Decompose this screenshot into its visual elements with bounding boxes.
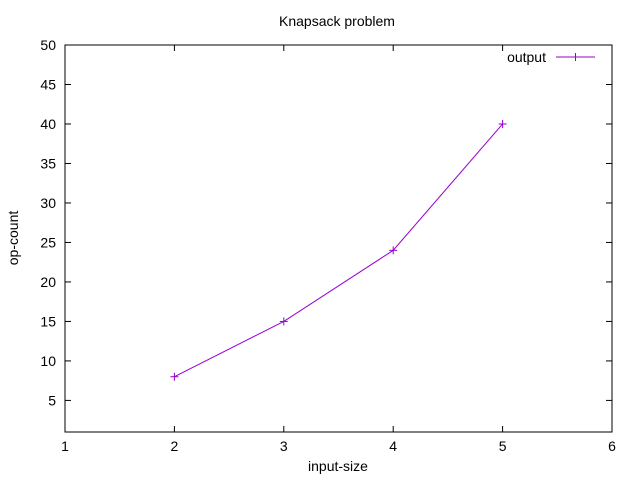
data-point-marker bbox=[170, 372, 179, 381]
series-line bbox=[174, 123, 503, 378]
x-tick-label: 6 bbox=[608, 438, 616, 454]
data-point-marker bbox=[389, 246, 398, 255]
y-tick-label: 30 bbox=[40, 195, 56, 211]
y-tick-label: 40 bbox=[40, 116, 56, 132]
x-tick-label: 4 bbox=[389, 438, 397, 454]
legend: output bbox=[507, 49, 595, 65]
y-tick-label: 20 bbox=[40, 274, 56, 290]
y-tick-label: 50 bbox=[40, 37, 56, 53]
plot-frame bbox=[64, 44, 613, 433]
legend-marker bbox=[571, 53, 580, 61]
y-axis-title: op-count bbox=[5, 211, 21, 266]
y-tick-label: 25 bbox=[40, 234, 56, 250]
data-point-marker bbox=[498, 119, 507, 128]
legend-label: output bbox=[507, 49, 546, 65]
y-tick-label: 45 bbox=[40, 76, 56, 92]
x-tick-label: 1 bbox=[61, 438, 69, 454]
y-tick-label: 15 bbox=[40, 313, 56, 329]
chart-title: Knapsack problem bbox=[279, 13, 395, 29]
y-tick-label: 10 bbox=[40, 353, 56, 369]
data-point-marker bbox=[279, 317, 288, 326]
y-tick-label: 5 bbox=[48, 392, 56, 408]
series-layer bbox=[170, 119, 507, 381]
x-tick-label: 3 bbox=[280, 438, 288, 454]
x-tick-label: 5 bbox=[499, 438, 507, 454]
x-axis-title: input-size bbox=[308, 458, 368, 474]
x-tick-label: 2 bbox=[171, 438, 179, 454]
y-tick-label: 35 bbox=[40, 155, 56, 171]
